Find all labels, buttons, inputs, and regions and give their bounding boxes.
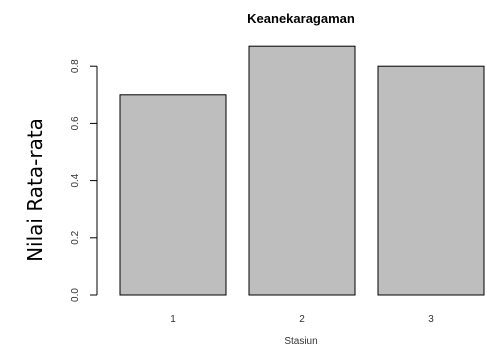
y-tick-label: 0.4 xyxy=(70,173,81,187)
bar-1 xyxy=(119,94,227,296)
x-tick-label-3: 3 xyxy=(428,314,434,325)
y-axis-title: Nilai Rata-rata xyxy=(23,118,47,262)
y-tick-label: 0.2 xyxy=(70,230,81,244)
x-tick-label-2: 2 xyxy=(299,314,305,325)
x-axis-title: Stasiun xyxy=(284,336,317,347)
x-tick-label-1: 1 xyxy=(170,314,176,325)
y-axis: 0.0 0.2 0.4 0.6 0.8 xyxy=(70,59,98,302)
bar-3 xyxy=(377,65,485,296)
y-tick-label: 0.0 xyxy=(70,288,81,302)
chart-title: Keanekaragaman xyxy=(247,11,355,26)
bars xyxy=(119,45,485,296)
y-tick-label: 0.6 xyxy=(70,116,81,130)
bar-2 xyxy=(248,45,356,296)
y-tick-label: 0.8 xyxy=(70,59,81,73)
x-tick-labels: 1 2 3 xyxy=(170,314,434,325)
